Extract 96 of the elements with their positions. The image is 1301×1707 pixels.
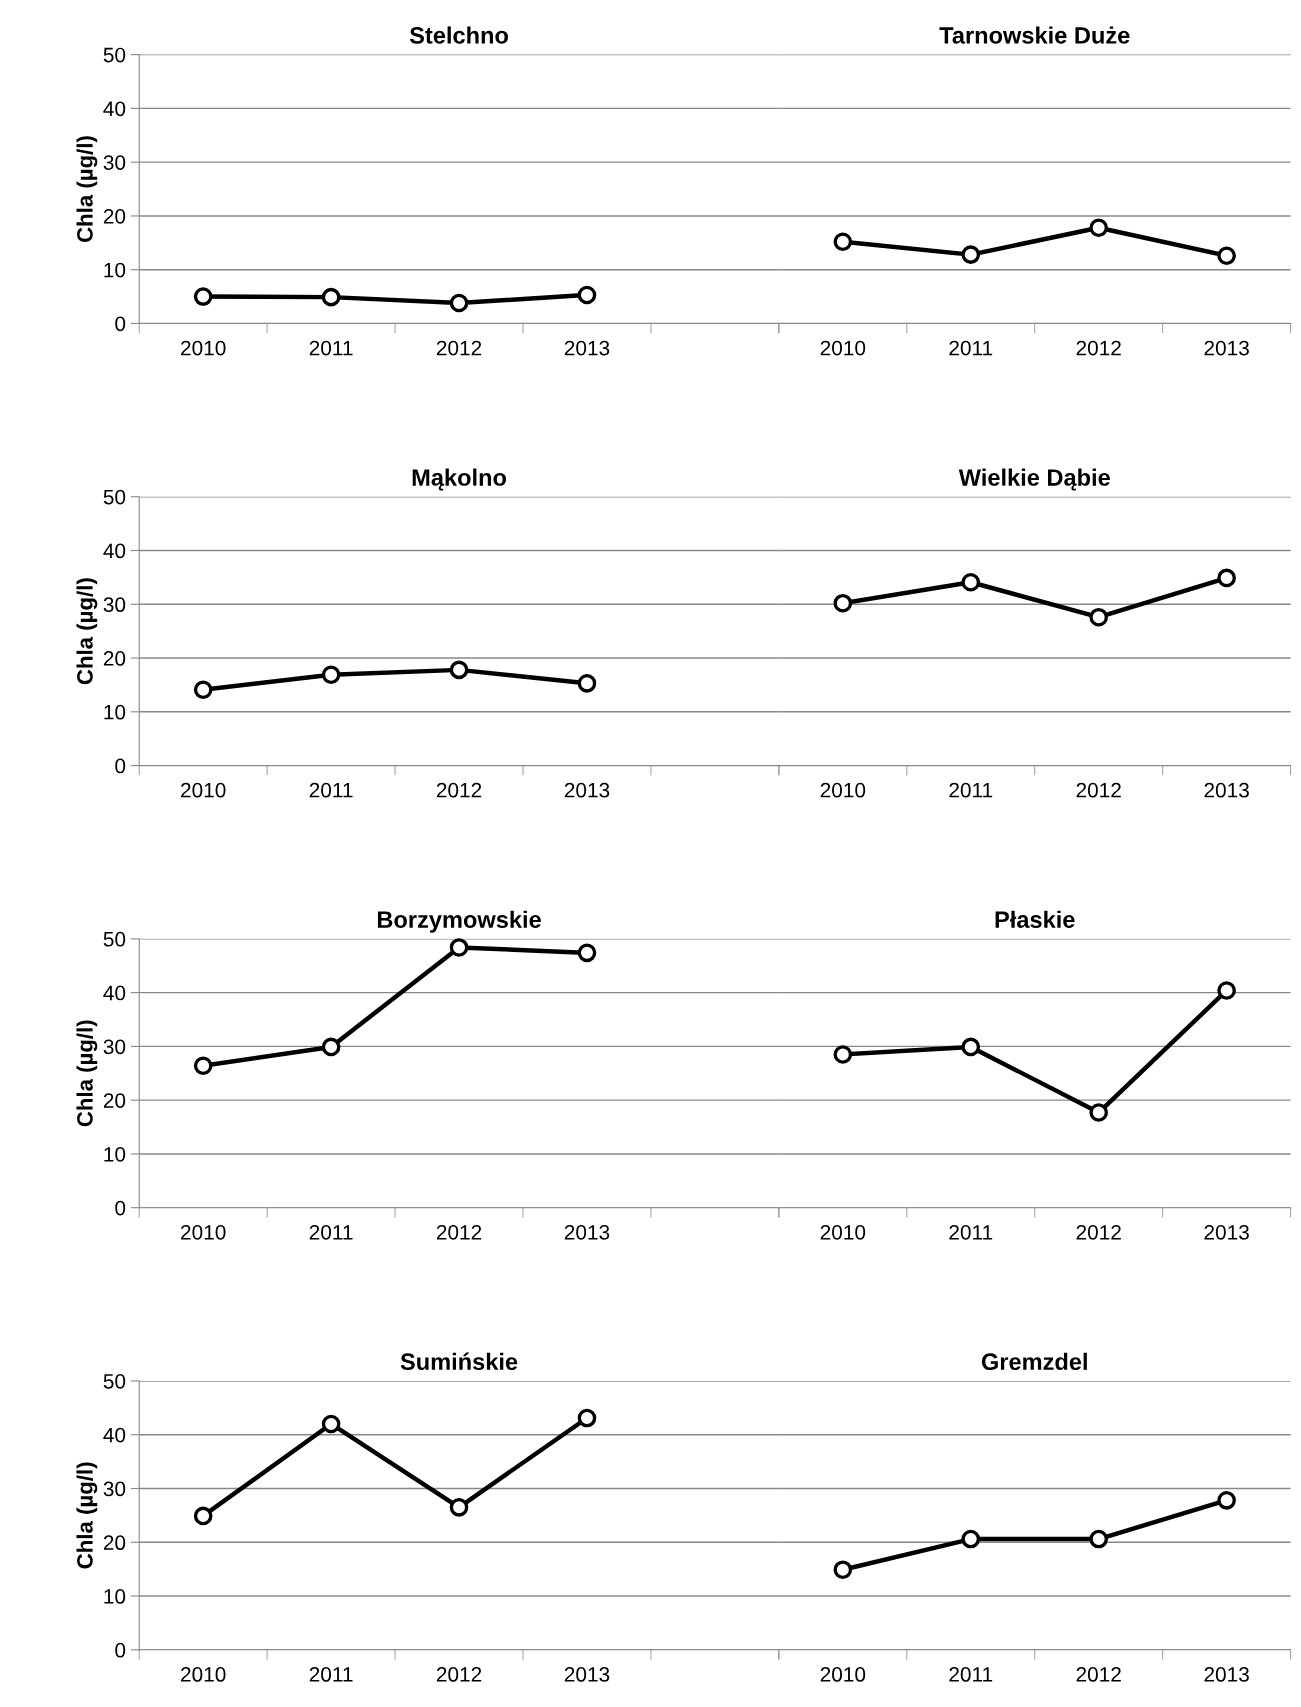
x-tick-label: 2013 <box>564 1224 610 1240</box>
x-tick-label: 2011 <box>309 1667 353 1682</box>
point <box>1217 568 1236 588</box>
y-tick-label: 10 <box>104 1589 126 1604</box>
chart-title: Mąkolno <box>412 468 506 491</box>
point <box>449 938 469 957</box>
y-axis-title: Chla (µg/l) <box>76 136 98 243</box>
point <box>321 1037 341 1057</box>
x-tick-label: 2012 <box>436 782 482 798</box>
y-tick-label: 0 <box>115 1200 126 1216</box>
x-tick-label: 2010 <box>181 1224 226 1240</box>
point <box>193 680 213 700</box>
point <box>577 285 597 305</box>
y-tick-label: 50 <box>103 931 126 947</box>
y-tick-label: 10 <box>104 704 126 720</box>
x-tick-label: 2010 <box>820 1224 866 1240</box>
point <box>449 1498 469 1517</box>
x-tick-label: 2012 <box>436 1667 482 1682</box>
chart-title: Borzymowskie <box>377 910 541 933</box>
y-tick-label: 0 <box>115 758 126 774</box>
y-tick-label: 40 <box>103 1427 126 1443</box>
x-tick-label: 2011 <box>949 1667 993 1682</box>
point <box>833 232 853 252</box>
point <box>193 287 213 306</box>
x-tick-label: 2012 <box>1076 340 1121 356</box>
point <box>961 1037 981 1057</box>
y-tick-label: 50 <box>103 1373 126 1389</box>
y-tick-label: 20 <box>103 1535 126 1551</box>
x-tick-label: 2011 <box>309 340 353 356</box>
x-tick-label: 2013 <box>1204 340 1249 356</box>
x-tick-label: 2010 <box>820 1667 866 1682</box>
x-tick-label: 2013 <box>1204 782 1249 798</box>
x-tick-label: 2012 <box>1076 1224 1121 1240</box>
y-tick-label: 30 <box>103 1039 126 1055</box>
y-tick-label: 50 <box>103 47 126 63</box>
y-tick-label: 10 <box>104 262 126 278</box>
x-tick-label: 2011 <box>309 782 353 798</box>
y-tick-label: 50 <box>103 489 126 505</box>
point <box>449 293 469 313</box>
point <box>1089 607 1108 627</box>
point <box>577 1408 597 1428</box>
x-tick-label: 2010 <box>181 782 226 798</box>
point <box>1217 981 1236 1000</box>
y-tick-label: 40 <box>103 543 126 559</box>
x-tick-label: 2012 <box>436 1224 482 1240</box>
chart-title: Wielkie Dąbie <box>958 468 1110 491</box>
x-tick-label: 2013 <box>564 782 610 798</box>
x-tick-label: 2010 <box>820 782 866 798</box>
point <box>833 1045 853 1064</box>
x-tick-label: 2013 <box>1204 1667 1249 1682</box>
x-tick-label: 2010 <box>820 340 866 356</box>
y-axis-title: Chla (µg/l) <box>76 1020 98 1127</box>
point <box>321 1414 341 1434</box>
x-tick-label: 2011 <box>309 1224 353 1240</box>
chart-title: Tarnowskie Duże <box>939 26 1130 44</box>
y-tick-label: 40 <box>103 101 126 117</box>
point <box>1089 218 1108 238</box>
chart-title: Sumińskie <box>400 1352 518 1371</box>
chart-title: Stelchno <box>409 26 508 44</box>
y-tick-label: 40 <box>103 985 126 1001</box>
y-tick-label: 0 <box>115 1642 126 1658</box>
chart-title: Gremzdel <box>981 1352 1087 1371</box>
x-tick-label: 2011 <box>949 340 993 356</box>
x-tick-label: 2011 <box>949 1224 993 1240</box>
x-tick-label: 2013 <box>564 340 610 356</box>
point <box>321 287 341 307</box>
point <box>833 593 853 613</box>
point <box>321 665 341 685</box>
x-tick-label: 2012 <box>1076 1667 1121 1682</box>
chart-title: Płaskie <box>995 910 1075 928</box>
x-tick-label: 2012 <box>436 340 482 356</box>
x-tick-label: 2012 <box>1076 782 1121 798</box>
y-tick-label: 20 <box>103 651 126 666</box>
point <box>961 572 981 592</box>
point <box>1089 1103 1108 1122</box>
x-tick-label: 2011 <box>949 782 993 798</box>
y-tick-label: 30 <box>103 155 126 170</box>
y-tick-label: 30 <box>103 597 126 613</box>
y-tick-label: 20 <box>103 208 126 224</box>
y-tick-label: 10 <box>104 1146 126 1162</box>
x-tick-label: 2013 <box>564 1667 610 1682</box>
point <box>961 245 981 264</box>
x-tick-label: 2013 <box>1204 1224 1249 1240</box>
point <box>193 1506 213 1526</box>
y-axis-title: Chla (µg/l) <box>76 578 98 685</box>
point <box>193 1056 213 1076</box>
point <box>577 674 597 693</box>
point <box>449 660 469 680</box>
x-tick-label: 2010 <box>181 340 226 356</box>
y-tick-label: 0 <box>115 316 126 332</box>
point <box>1217 246 1236 266</box>
y-tick-label: 20 <box>103 1093 126 1108</box>
x-tick-label: 2010 <box>181 1667 226 1682</box>
y-axis-title: Chla (µg/l) <box>76 1462 98 1569</box>
y-tick-label: 30 <box>103 1481 126 1497</box>
point <box>577 943 597 963</box>
